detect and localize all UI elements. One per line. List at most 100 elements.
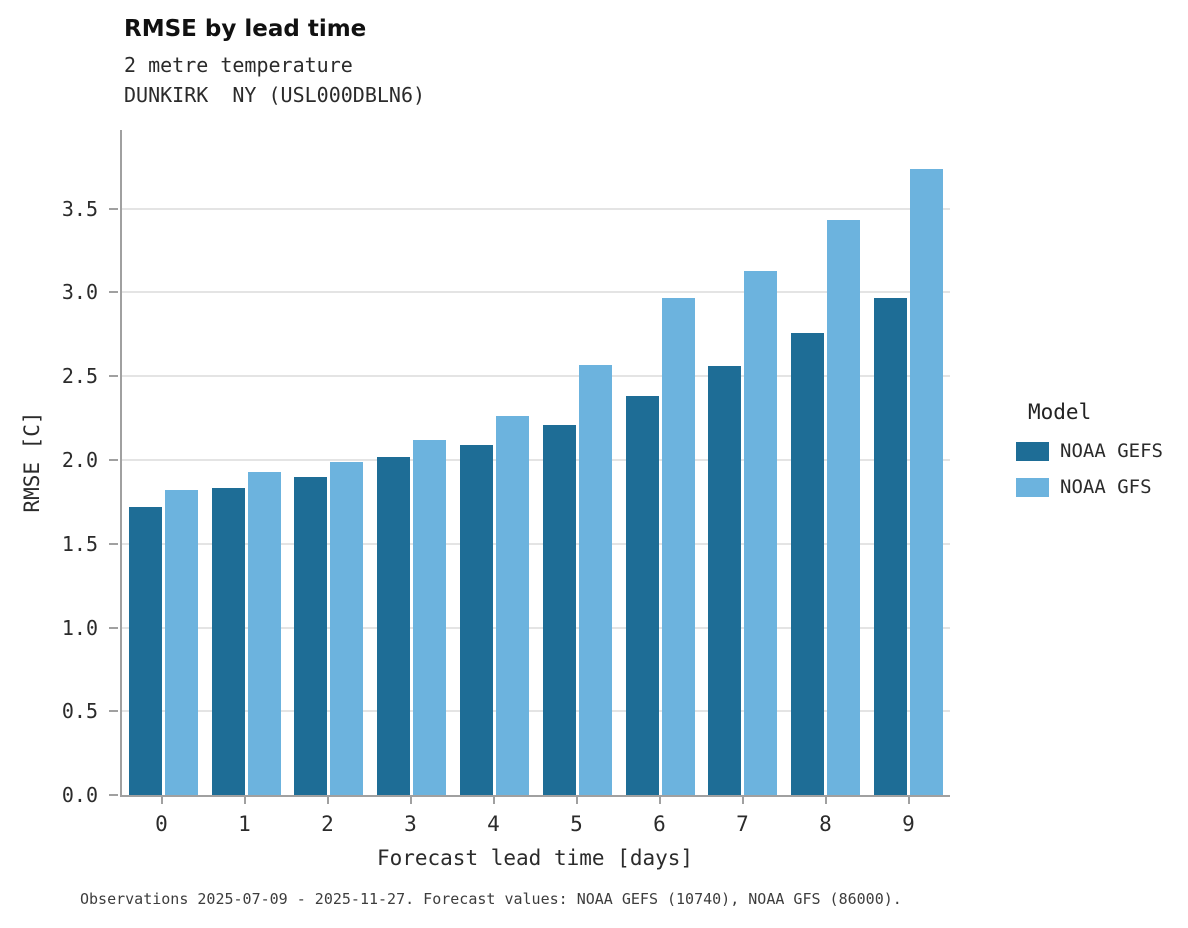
x-axis-label: Forecast lead time [days] (376, 846, 694, 870)
legend-label: NOAA GFS (1060, 476, 1152, 498)
bar-noaa-gfs (661, 297, 695, 795)
y-tick-mark (109, 710, 118, 713)
gridline (122, 291, 950, 294)
x-tick-labels: 0 1 2 3 4 5 6 7 8 9 (120, 797, 950, 841)
bar-noaa-gfs (496, 416, 530, 795)
y-tick-mark (109, 626, 118, 629)
y-tick-label: 1.0 (61, 615, 98, 640)
chart-subtitle-variable: 2 metre temperature (124, 53, 353, 77)
y-tick-label: 3.5 (61, 196, 98, 221)
x-tick-label: 5 (570, 812, 583, 836)
x-tick-label: 2 (321, 812, 334, 836)
bar-group (619, 130, 702, 795)
bar-noaa-gefs (211, 488, 245, 795)
x-tick: 9 (867, 797, 950, 841)
x-tick: 7 (701, 797, 784, 841)
x-tick-mark (160, 797, 163, 804)
y-tick-mark (109, 291, 118, 294)
bar-noaa-gefs (128, 506, 162, 795)
bar-noaa-gefs (874, 297, 908, 795)
bar-noaa-gefs (791, 332, 825, 795)
x-tick-mark (658, 797, 661, 804)
x-tick-label: 4 (487, 812, 500, 836)
legend: Model NOAA GEFS NOAA GFS (1016, 400, 1163, 512)
bar-noaa-gefs (377, 456, 411, 795)
x-tick-label: 9 (902, 812, 915, 836)
x-tick: 1 (203, 797, 286, 841)
bar-group (784, 130, 867, 795)
bar-noaa-gfs (413, 439, 447, 795)
x-tick-mark (326, 797, 329, 804)
x-tick-mark (492, 797, 495, 804)
bar-group (867, 130, 950, 795)
gridlines (122, 130, 950, 795)
x-tick-label: 1 (238, 812, 251, 836)
x-tick-label: 7 (736, 812, 749, 836)
x-tick: 8 (784, 797, 867, 841)
bar-noaa-gfs (910, 168, 944, 795)
chart-subtitle-station: DUNKIRK NY (USL000DBLN6) (124, 83, 426, 107)
x-tick: 4 (452, 797, 535, 841)
chart-title: RMSE by lead time (124, 16, 367, 42)
bar-noaa-gfs (164, 490, 198, 795)
gridline (122, 710, 950, 713)
x-tick-label: 6 (653, 812, 666, 836)
bar-noaa-gefs (625, 396, 659, 795)
x-tick-mark (741, 797, 744, 804)
x-tick-mark (907, 797, 910, 804)
bar-group (370, 130, 453, 795)
gridline (122, 626, 950, 629)
x-tick-label: 8 (819, 812, 832, 836)
x-tick-mark (243, 797, 246, 804)
legend-title: Model (1028, 400, 1092, 424)
legend-entry: NOAA GEFS (1016, 440, 1163, 462)
x-tick: 0 (120, 797, 203, 841)
plot-area (120, 130, 950, 797)
bar-noaa-gefs (542, 424, 576, 795)
x-tick-label: 0 (155, 812, 168, 836)
bar-noaa-gfs (247, 471, 281, 795)
bar-noaa-gfs (744, 270, 778, 795)
x-tick: 3 (369, 797, 452, 841)
gridline (122, 459, 950, 461)
legend-label: NOAA GEFS (1060, 440, 1163, 462)
legend-entry: NOAA GFS (1016, 476, 1163, 498)
bar-group (536, 130, 619, 795)
legend-swatch (1016, 441, 1049, 461)
x-tick-mark (824, 797, 827, 804)
y-tick-label: 2.5 (61, 364, 98, 389)
y-axis-ticks: 0.0 0.5 1.0 1.5 2.0 2.5 3.0 3.5 (0, 130, 120, 807)
x-tick-label: 3 (404, 812, 417, 836)
gridline (122, 542, 950, 545)
x-tick: 5 (535, 797, 618, 841)
y-tick-mark (109, 375, 118, 378)
x-tick-mark (409, 797, 412, 804)
y-tick-label: 1.5 (61, 531, 98, 556)
x-tick: 2 (286, 797, 369, 841)
bar-group (702, 130, 785, 795)
x-tick: 6 (618, 797, 701, 841)
x-tick-mark (575, 797, 578, 804)
y-tick-mark (109, 459, 118, 461)
legend-swatch (1016, 477, 1049, 497)
bar-group (288, 130, 371, 795)
bar-noaa-gefs (460, 444, 494, 795)
y-tick-label: 0.0 (61, 783, 98, 807)
gridline (122, 207, 950, 210)
title-block: RMSE by lead time 2 metre temperature DU… (124, 16, 425, 110)
y-tick-label: 3.0 (61, 280, 98, 305)
bar-group (205, 130, 288, 795)
y-tick-label: 2.0 (61, 448, 98, 472)
bar-group (453, 130, 536, 795)
y-tick-label: 0.5 (61, 699, 98, 724)
bar-noaa-gefs (708, 366, 742, 795)
gridline (122, 375, 950, 378)
bar-noaa-gefs (294, 476, 328, 795)
bar-noaa-gfs (330, 461, 364, 795)
y-tick-mark (109, 207, 118, 210)
bar-group (122, 130, 205, 795)
y-tick-mark (109, 794, 118, 796)
bar-noaa-gfs (578, 364, 612, 795)
footer-caption: Observations 2025-07-09 - 2025-11-27. Fo… (80, 890, 902, 908)
